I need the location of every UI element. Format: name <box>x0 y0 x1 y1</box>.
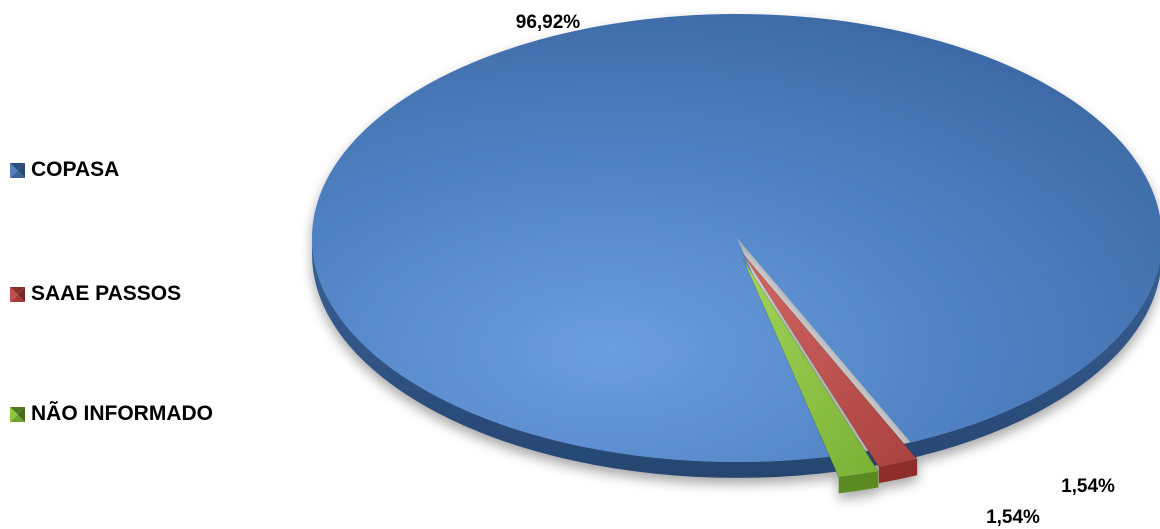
data-label-saae-passos: 1,54% <box>1061 476 1115 497</box>
data-label-nao-informado: 1,54% <box>986 507 1040 528</box>
legend-item-copasa: COPASA <box>10 158 119 182</box>
legend-swatch-copasa <box>10 162 25 178</box>
slice-saae-passos <box>743 254 918 468</box>
legend-swatch-nao-informado <box>10 406 25 422</box>
slice-copasa <box>312 14 1160 462</box>
legend-label-nao-informado: NÃO INFORMADO <box>31 402 213 425</box>
slice-saae-passos-side <box>878 459 918 484</box>
legend-item-nao-informado: NÃO INFORMADO <box>10 402 213 426</box>
legend: COPASA SAAE PASSOS NÃO INFORMADO <box>10 0 310 529</box>
legend-label-saae-passos: SAAE PASSOS <box>31 282 182 305</box>
legend-swatch-saae-passos <box>10 286 25 302</box>
data-label-copasa: 96,92% <box>516 12 581 33</box>
legend-item-saae-passos: SAAE PASSOS <box>10 282 181 306</box>
slice-nao-informado-side <box>838 471 879 494</box>
legend-label-copasa: COPASA <box>31 158 120 181</box>
slice-nao-informado <box>742 259 879 478</box>
